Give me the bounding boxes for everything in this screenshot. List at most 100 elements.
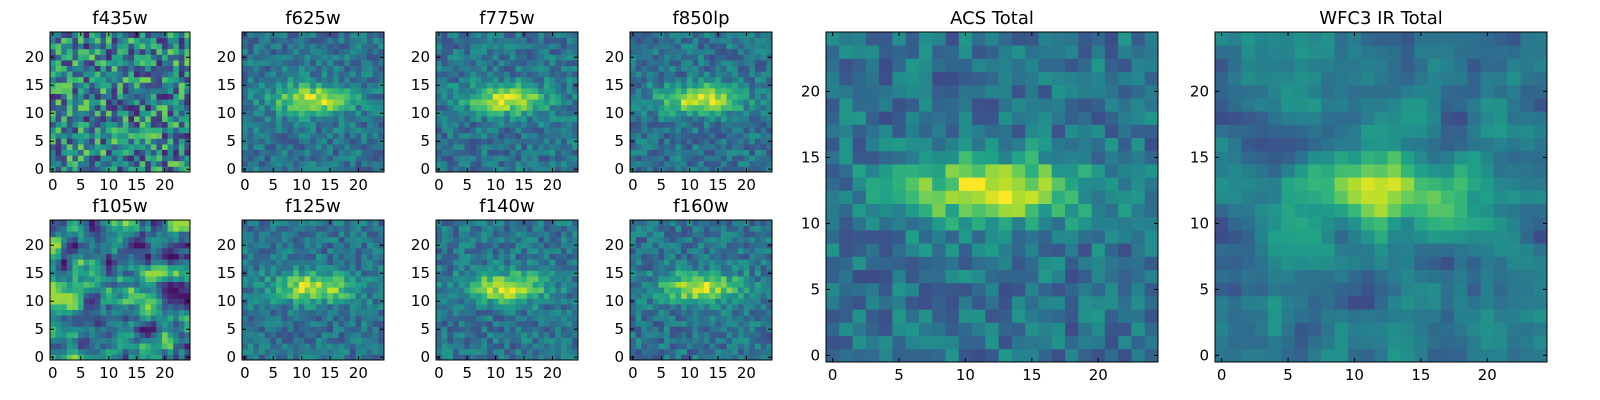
heatmap-cell bbox=[458, 93, 465, 100]
heatmap-cell bbox=[247, 225, 254, 232]
heatmap-cell bbox=[117, 259, 124, 266]
heatmap-cell bbox=[89, 354, 96, 361]
heatmap-cell bbox=[332, 37, 339, 44]
heatmap-cell bbox=[509, 309, 516, 316]
heatmap-cell bbox=[332, 48, 339, 55]
heatmap-cell bbox=[737, 71, 744, 78]
heatmap-cell bbox=[458, 220, 465, 226]
heatmap-cell bbox=[89, 160, 96, 167]
heatmap-cell bbox=[720, 144, 727, 150]
heatmap-cell bbox=[372, 127, 379, 134]
heatmap-cell bbox=[150, 76, 157, 83]
heatmap-cell bbox=[532, 292, 539, 299]
heatmap-cell bbox=[310, 236, 317, 243]
heatmap-cell bbox=[253, 48, 260, 55]
heatmap-cell bbox=[378, 127, 385, 134]
heatmap-cell bbox=[184, 121, 191, 128]
heatmap-cell bbox=[754, 116, 762, 122]
heatmap-cell bbox=[658, 110, 665, 117]
heatmap-cell bbox=[658, 93, 665, 100]
heatmap-cell bbox=[526, 220, 533, 226]
heatmap-cell bbox=[458, 253, 465, 260]
heatmap-cell bbox=[78, 315, 84, 322]
heatmap-cell bbox=[178, 304, 185, 310]
heatmap-cell bbox=[117, 298, 124, 305]
heatmap-cell bbox=[259, 270, 266, 277]
heatmap-cell bbox=[572, 76, 579, 83]
heatmap-cell bbox=[515, 116, 522, 122]
heatmap-cell bbox=[150, 54, 157, 61]
heatmap-cell bbox=[504, 60, 511, 66]
heatmap-cell bbox=[720, 93, 727, 100]
heatmap-cell bbox=[259, 88, 266, 94]
heatmap-cell bbox=[515, 270, 522, 277]
heatmap-cell bbox=[61, 99, 68, 106]
heatmap-cell bbox=[128, 264, 135, 271]
heatmap-cell bbox=[441, 99, 448, 106]
heatmap-cell bbox=[298, 121, 305, 128]
heatmap-cell bbox=[167, 287, 174, 294]
heatmap-cell bbox=[492, 281, 499, 288]
heatmap-cell bbox=[173, 76, 180, 83]
heatmap-cell bbox=[686, 343, 693, 350]
heatmap-cell bbox=[766, 160, 773, 167]
heatmap-cell bbox=[338, 110, 345, 117]
heatmap-cell bbox=[630, 121, 637, 128]
heatmap-cell bbox=[344, 236, 351, 243]
heatmap-cell bbox=[754, 298, 762, 305]
heatmap-cell bbox=[315, 132, 322, 139]
heatmap-cell bbox=[726, 144, 733, 150]
heatmap-cell bbox=[555, 93, 562, 100]
heatmap-cell bbox=[361, 287, 368, 294]
heatmap-cell bbox=[100, 54, 107, 61]
heatmap-cell bbox=[509, 292, 516, 299]
heatmap-cell bbox=[538, 348, 545, 355]
heatmap-cell bbox=[543, 104, 550, 111]
heatmap-cell bbox=[304, 248, 311, 254]
heatmap-cell bbox=[703, 166, 710, 173]
heatmap-cell bbox=[709, 99, 716, 106]
heatmap-cell bbox=[184, 348, 191, 355]
heatmap-cell bbox=[355, 48, 362, 55]
heatmap-cell bbox=[458, 155, 465, 162]
heatmap-cell bbox=[754, 287, 762, 294]
heatmap-cell bbox=[441, 292, 448, 299]
heatmap-cell bbox=[253, 348, 260, 355]
heatmap-cell bbox=[264, 270, 271, 277]
heatmap-cell bbox=[66, 121, 73, 128]
heatmap-cell bbox=[89, 99, 96, 106]
heatmap-cell bbox=[538, 71, 545, 78]
heatmap-cell bbox=[321, 304, 328, 310]
heatmap-cell bbox=[664, 292, 671, 299]
heatmap-cell bbox=[259, 160, 266, 167]
heatmap-cell bbox=[652, 166, 659, 173]
heatmap-cell bbox=[111, 236, 118, 243]
heatmap-cell bbox=[134, 54, 140, 61]
heatmap-cell bbox=[162, 231, 168, 238]
heatmap-cell bbox=[538, 270, 545, 277]
heatmap-cell bbox=[766, 32, 773, 38]
heatmap-cell bbox=[259, 320, 266, 327]
heatmap-cell bbox=[139, 32, 146, 38]
heatmap-cell bbox=[72, 304, 79, 310]
x-tick-label: 0 bbox=[48, 176, 58, 194]
heatmap-cell bbox=[173, 104, 180, 111]
heatmap-cell bbox=[515, 93, 522, 100]
heatmap-cell bbox=[117, 220, 124, 226]
heatmap-cell bbox=[481, 248, 488, 254]
heatmap-cell bbox=[658, 155, 665, 162]
heatmap-cell bbox=[475, 43, 482, 50]
heatmap-cell bbox=[122, 287, 129, 294]
heatmap-cell bbox=[242, 225, 249, 232]
heatmap-cell bbox=[287, 71, 294, 78]
heatmap-cell bbox=[555, 37, 562, 44]
heatmap-cell bbox=[167, 60, 174, 66]
heatmap-cell bbox=[686, 48, 693, 55]
heatmap-cell bbox=[498, 236, 505, 243]
heatmap-cell bbox=[698, 309, 705, 316]
heatmap-cell bbox=[487, 304, 494, 310]
heatmap-cell bbox=[106, 236, 112, 243]
heatmap-cell bbox=[560, 225, 568, 232]
heatmap-cell bbox=[726, 348, 733, 355]
